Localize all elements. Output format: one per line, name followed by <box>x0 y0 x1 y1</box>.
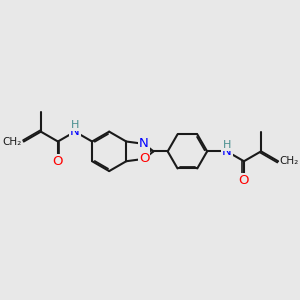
Text: H: H <box>71 120 79 130</box>
Text: CH₂: CH₂ <box>280 156 299 166</box>
Text: N: N <box>70 125 80 138</box>
Text: O: O <box>139 152 149 165</box>
Text: N: N <box>139 137 149 150</box>
Text: CH₂: CH₂ <box>3 136 22 146</box>
Text: O: O <box>53 155 63 168</box>
Text: H: H <box>223 140 231 150</box>
Text: O: O <box>239 175 249 188</box>
Text: N: N <box>222 145 232 158</box>
